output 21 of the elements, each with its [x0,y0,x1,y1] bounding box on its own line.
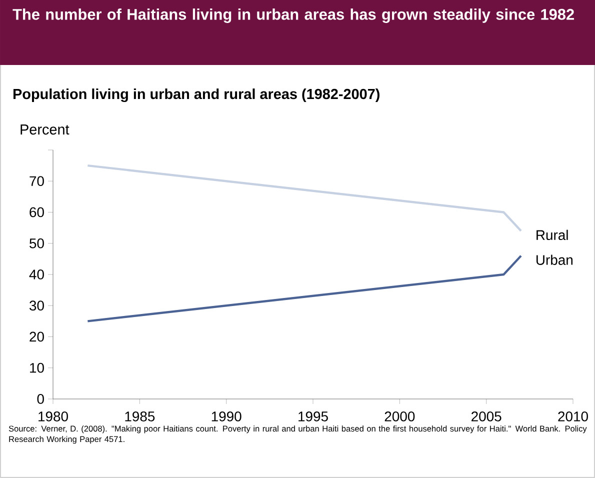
source-note: Source: Verner, D. (2008). "Making poor Haitians count. Poverty in rural and urban Haiti based on the first household survey for Haiti." World Bank. Policy Research Working Paper 4571. [8,426,587,444]
y-tick-label: 30 [30,300,44,311]
chart-title: The number of Haitians living in urban areas has grown steadily since 1982 [12,8,574,23]
y-tick-label: 40 [29,270,44,280]
x-tick-label: 1980 [38,411,68,422]
x-tick-label: 1990 [212,411,242,422]
y-tick-label: 0 [37,394,44,404]
y-axis-title: Percent [20,124,70,135]
series-label: Rural [536,230,568,240]
y-tick-label: 70 [30,176,44,186]
series-label: Urban [536,254,573,265]
y-tick-label: 10 [30,362,44,373]
y-tick-label: 20 [30,332,44,342]
y-tick-label: 50 [30,238,44,248]
x-tick-label: 2005 [472,411,502,422]
x-tick-label: 2010 [558,411,588,422]
chart-subtitle: Population living in urban and rural areas (1982-2007) [13,88,380,102]
x-tick-label: 1995 [298,411,328,422]
y-tick-label: 60 [30,207,44,218]
x-tick-label: 1985 [125,411,155,422]
x-tick-label: 2000 [384,411,415,422]
